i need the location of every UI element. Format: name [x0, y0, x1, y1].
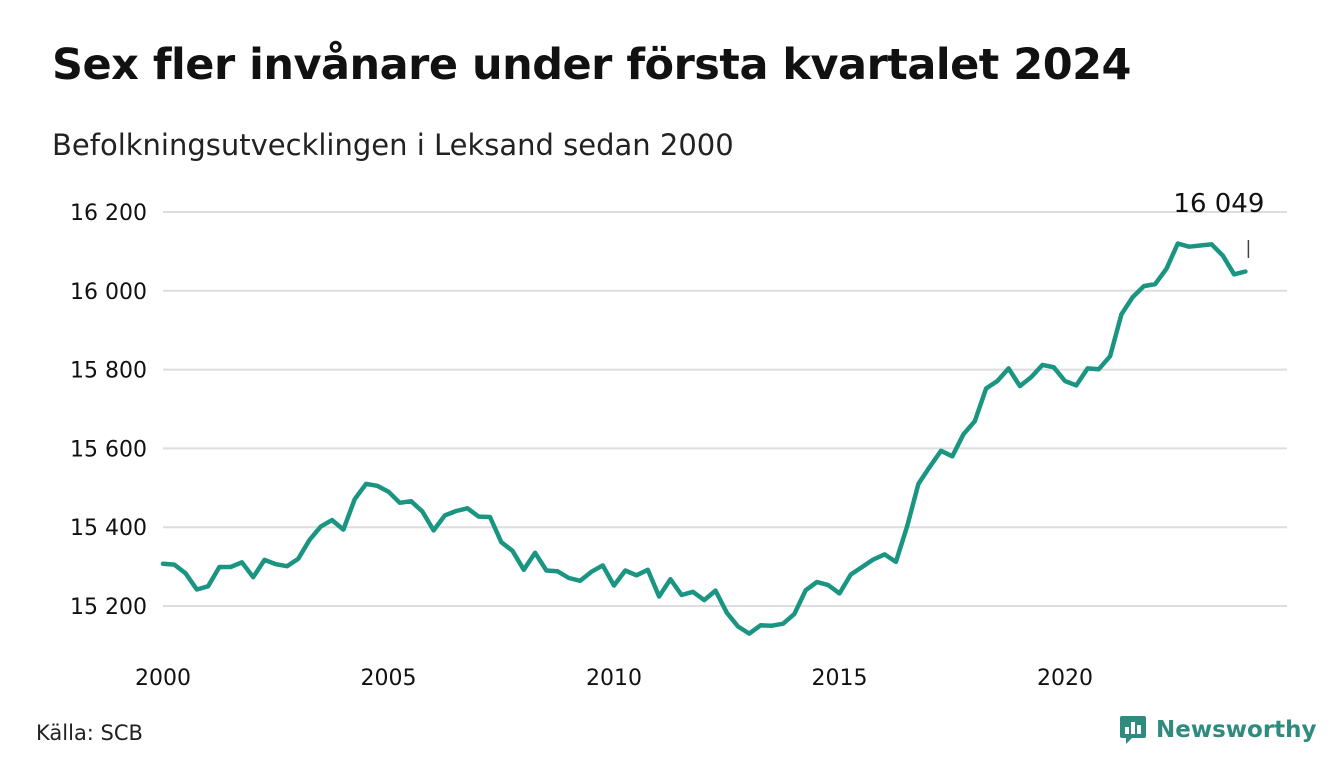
y-tick-label: 16 200: [70, 201, 147, 226]
x-tick-label: 2000: [135, 666, 191, 691]
chart-subtitle: Befolkningsutvecklingen i Leksand sedan …: [52, 128, 734, 162]
gridlines: [163, 211, 1287, 607]
line-chart: 15 200 15 400 15 600 15 800 16 000 16 200 200…: [70, 189, 1287, 691]
series-line: [160, 241, 1248, 636]
x-tick-label: 2010: [586, 666, 642, 691]
y-tick-label: 16 000: [70, 280, 147, 305]
y-tick-label: 15 800: [70, 359, 147, 384]
series-layer: [160, 241, 1248, 636]
x-tick-label: 2020: [1037, 666, 1093, 691]
chart-title: Sex fler invånare under första kvartalet…: [52, 40, 1131, 90]
brand-name: Newsworthy: [1156, 717, 1317, 743]
brand-logo[interactable]: Newsworthy: [1118, 714, 1317, 746]
source-note: Källa: SCB: [36, 721, 143, 745]
x-axis-ticks: 2000 2005 2010 2015 2020: [135, 666, 1093, 691]
newsworthy-chart-bubble-icon: [1120, 716, 1146, 744]
annotation-layer: 16 049: [1173, 189, 1264, 258]
y-tick-label: 15 200: [70, 595, 147, 620]
annotation-label: 16 049: [1173, 189, 1264, 219]
y-tick-label: 15 400: [70, 516, 147, 541]
y-axis-ticks: 15 200 15 400 15 600 15 800 16 000 16 200: [70, 201, 147, 620]
x-tick-label: 2015: [812, 666, 868, 691]
y-tick-label: 15 600: [70, 437, 147, 462]
x-tick-label: 2005: [361, 666, 417, 691]
